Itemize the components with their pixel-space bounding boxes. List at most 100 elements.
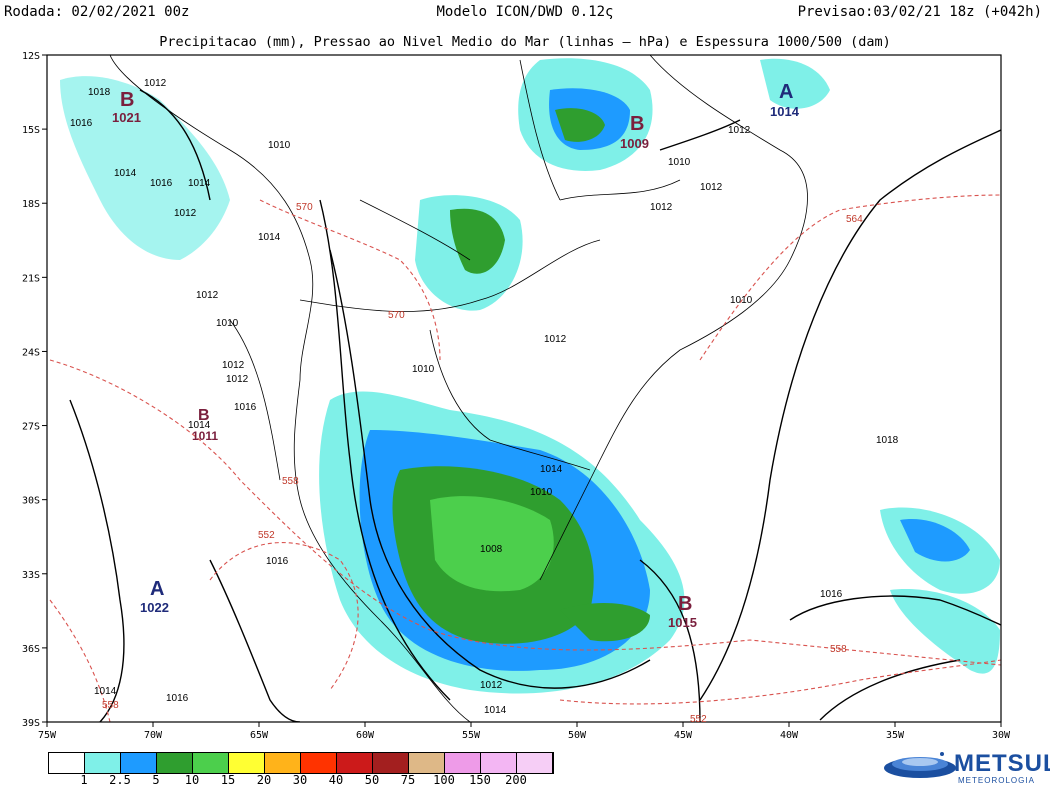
isobar-label: 1014 [188, 420, 211, 431]
logo-subtitle: METEOROLOGIA [958, 776, 1035, 785]
low-center-value: 1015 [668, 615, 697, 630]
colorbar-label: 200 [505, 773, 527, 787]
longitude-tick-label: 70W [144, 730, 163, 741]
border-4 [559, 179, 681, 201]
isobar-label: 1016 [820, 589, 843, 600]
isobar-label: 1012 [222, 360, 245, 371]
colorbar-swatch [85, 753, 121, 773]
isobar-label: 1016 [166, 693, 189, 704]
isobar-label: 1014 [94, 686, 117, 697]
high-center-value: 1022 [140, 600, 169, 615]
longitude-tick-label: 60W [356, 730, 375, 741]
thickness-layer [49, 194, 1001, 722]
latitude-tick-label: 30S [22, 496, 40, 507]
isobar-label: 1012 [480, 680, 503, 691]
thickness-label: 564 [846, 214, 863, 225]
latitude-tick-label: 18S [22, 199, 40, 210]
isobar-label: 1018 [876, 435, 899, 446]
colorbar-label: 40 [328, 773, 344, 787]
longitude-tick-label: 45W [674, 730, 693, 741]
latitude-tick-label: 36S [22, 644, 40, 655]
thickness-label: 552 [258, 530, 275, 541]
border-2 [429, 329, 591, 471]
isobar-label: 1012 [700, 182, 723, 193]
map-frame [46, 54, 1002, 723]
coastline-east [539, 55, 808, 581]
isobar-label: 1016 [234, 402, 257, 413]
colorbar-swatch [409, 753, 445, 773]
isobars-layer [69, 89, 1001, 722]
border-6 [229, 319, 281, 481]
colorbar-label: 30 [292, 773, 308, 787]
longitude-tick-label: 55W [462, 730, 481, 741]
latitude-tick-label: 39S [22, 718, 40, 729]
colorbar-swatch [373, 753, 409, 773]
isobar-labels: 1012 1018 1016 1014 1016 1014 1012 1010 … [70, 78, 899, 716]
colorbar-label: 50 [364, 773, 380, 787]
longitude-axis: 75W 70W 65W 60W 55W 50W 45W 40W 35W 30W [38, 722, 1011, 741]
latitude-tick-label: 15S [22, 125, 40, 136]
border-5 [519, 59, 561, 201]
longitude-tick-label: 65W [250, 730, 269, 741]
isobar-label: 1014 [484, 705, 507, 716]
coastline [109, 55, 471, 722]
logo-name: METSUL [954, 750, 1050, 777]
thickness-label: 558 [102, 700, 119, 711]
thickness-label: 552 [690, 714, 707, 725]
longitude-tick-label: 30W [992, 730, 1011, 741]
colorbar-label: 100 [433, 773, 455, 787]
isobar-label: 1014 [188, 178, 211, 189]
low-center-value: 1011 [192, 429, 218, 443]
colorbar-label: 10 [184, 773, 200, 787]
isobar-label: 1014 [540, 464, 563, 475]
isobar-label: 1012 [650, 202, 673, 213]
border-3 [359, 199, 471, 261]
colorbar-swatch [337, 753, 373, 773]
thickness-label: 558 [830, 644, 847, 655]
borders-layer [109, 55, 808, 722]
colorbar-label: 20 [256, 773, 272, 787]
isobar-label: 1010 [730, 295, 753, 306]
precip-cyan-andes [60, 76, 230, 260]
pressure-centers: B 1021 A 1014 B 1009 B 1011 A 1022 B 101… [112, 81, 800, 630]
isobar-label: 1010 [216, 318, 239, 329]
isobar-label: 1012 [728, 125, 751, 136]
isobar-label: 1010 [268, 140, 291, 151]
latitude-axis: 12S 15S 18S 21S 24S 27S 30S 33S 36S 39S [22, 51, 47, 729]
model-name-label: Modelo ICON/DWD 0.12ς [436, 4, 614, 20]
isobar-label: 1010 [668, 157, 691, 168]
isobar-label: 1012 [174, 208, 197, 219]
colorbar-swatch [301, 753, 337, 773]
colorbar-swatch [517, 753, 553, 773]
low-center-letter: B [120, 89, 134, 111]
isobar-label: 1010 [412, 364, 435, 375]
longitude-tick-label: 75W [38, 730, 57, 741]
isobar-label: 1014 [114, 168, 137, 179]
colorbar-label: 1 [80, 773, 88, 787]
high-center-letter: A [150, 578, 164, 600]
latitude-tick-label: 27S [22, 422, 40, 433]
colorbar-label: 15 [220, 773, 236, 787]
high-center-letter: A [779, 81, 793, 103]
precip-green-3 [560, 603, 650, 642]
precip-green-2 [430, 496, 554, 592]
border-1 [299, 239, 601, 312]
latitude-tick-label: 12S [22, 51, 40, 62]
colorbar-swatch [157, 753, 193, 773]
thickness-label: 570 [388, 310, 405, 321]
thickness-labels: 570 570 564 558 558 552 558 552 [102, 202, 863, 725]
precipitation-layer [60, 58, 1000, 694]
precip-cyan-east2 [890, 589, 1000, 674]
precip-green-center [450, 208, 505, 274]
low-center-letter: B [678, 593, 692, 615]
precip-cyan-ne [760, 58, 830, 109]
precip-green-north [555, 108, 605, 142]
isobar-label: 1010 [530, 487, 553, 498]
low-center-letter: B [630, 113, 644, 135]
colorbar-swatch [229, 753, 265, 773]
colorbar-label: 75 [400, 773, 416, 787]
map-subtitle: Precipitacao (mm), Pressao ao Nivel Medi… [159, 34, 891, 50]
isobar-label: 1008 [480, 544, 503, 555]
metsul-globe-icon [884, 752, 956, 778]
